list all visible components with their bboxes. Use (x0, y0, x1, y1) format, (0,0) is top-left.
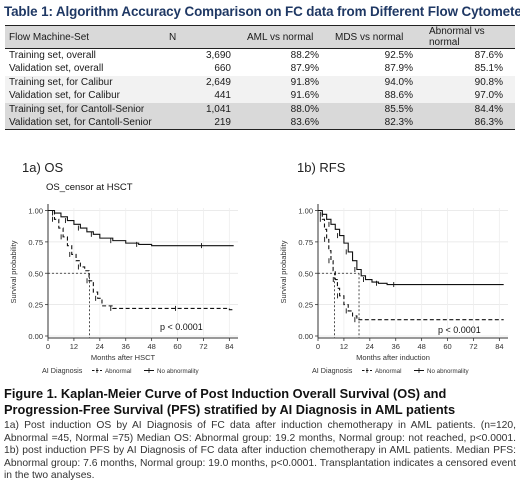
legend-title: AI Diagnosis (312, 366, 353, 375)
y-tick-label: 0.75 (298, 238, 313, 247)
series-line-abnormal (48, 209, 234, 311)
y-tick-label: 0.25 (28, 301, 43, 310)
table-row: Validation set, overall 660 87.9% 87.9% … (5, 62, 515, 76)
y-axis-label: Survival probability (279, 240, 288, 303)
table-cell: 88.2% (290, 50, 319, 61)
legend-label: Abnormal (105, 368, 131, 375)
table-cell: 3,690 (205, 50, 231, 61)
x-tick-label: 0 (316, 342, 320, 351)
table-cell: 87.9% (290, 63, 319, 75)
table-row: Validation set, for Calibur 441 91.6% 88… (5, 89, 515, 103)
y-tick-label: 0.00 (298, 332, 313, 341)
y-tick-label: 1.00 (298, 207, 313, 216)
series-line-no-abnormality (48, 209, 234, 247)
y-tick-label: 0.50 (28, 269, 43, 278)
table-cell: 85.5% (331, 102, 425, 116)
x-tick-label: 72 (469, 342, 477, 351)
table-cell: 88.6% (331, 89, 425, 103)
p-value-annotation: p < 0.0001 (160, 322, 203, 332)
x-tick-label: 12 (70, 342, 78, 351)
x-tick-label: 24 (366, 342, 374, 351)
x-tick-label: 36 (122, 342, 130, 351)
table-cell: Training set, for Calibur (5, 75, 165, 89)
col-header-flow-machine-set: Flow Machine-Set (5, 25, 165, 49)
col-header-n: N (165, 25, 243, 49)
y-tick-label: 0.50 (298, 269, 313, 278)
legend-label: Abnormal (375, 368, 401, 375)
table-cell: 87.6% (474, 50, 503, 61)
table-cell: 97.0% (425, 89, 515, 103)
x-tick-label: 24 (96, 342, 104, 351)
table-cell: Training set, for Cantoll-Senior (5, 102, 165, 116)
table-cell: 82.3% (331, 116, 425, 130)
x-tick-label: 84 (225, 342, 233, 351)
x-tick-label: 48 (417, 342, 425, 351)
x-tick-label: 60 (173, 342, 181, 351)
table-cell: 86.3% (425, 116, 515, 130)
x-axis-label: Months after HSCT (91, 353, 156, 362)
x-tick-label: 72 (199, 342, 207, 351)
col-header-aml-vs-normal: AML vs normal (243, 25, 331, 49)
legend-title: AI Diagnosis (42, 366, 83, 375)
table-cell: Validation set, overall (9, 63, 104, 75)
x-tick-label: 84 (495, 342, 503, 351)
series-line-abnormal (318, 209, 504, 321)
table-cell: 92.5% (384, 50, 413, 61)
table-cell: 88.0% (243, 102, 331, 116)
y-axis-label: Survival probability (9, 240, 18, 303)
table-row: Training set, overall 3,690 88.2% 92.5% … (5, 49, 515, 63)
table-cell: Validation set, for Cantoll-Senior (5, 116, 165, 130)
km-chart-rfs: 0.00 0.25 0.50 0.75 1.00 0 12 24 36 48 60 72 84 Month… (279, 204, 508, 375)
table-cell: 2,649 (165, 75, 243, 89)
y-tick-label: 0.25 (298, 301, 313, 310)
x-tick-label: 60 (443, 342, 451, 351)
table-cell: 441 (165, 89, 243, 103)
y-tick-label: 0.75 (28, 238, 43, 247)
panel-label-rfs: 1b) RFS (297, 160, 346, 175)
figure-title: Figure 1. Kaplan-Meier Curve of Post Ind… (4, 386, 456, 417)
table-cell: Training set, overall (9, 50, 96, 61)
y-tick-label: 0.00 (28, 332, 43, 341)
table-cell: 91.6% (243, 89, 331, 103)
col-header-abnormal-vs-normal: Abnormal vs normal (425, 25, 515, 49)
table-cell: 91.8% (243, 75, 331, 89)
x-tick-label: 0 (46, 342, 50, 351)
x-tick-label: 12 (340, 342, 348, 351)
table-cell: 219 (165, 116, 243, 130)
col-header-mds-vs-normal: MDS vs normal (331, 25, 425, 49)
table-title: Table 1: Algorithm Accuracy Comparison o… (4, 4, 520, 19)
table-cell: 83.6% (243, 116, 331, 130)
chart-title: OS_censor at HSCT (46, 182, 133, 193)
series-line-no-abnormality (318, 209, 504, 286)
table-cell: 660 (214, 63, 231, 75)
table-header-row: Flow Machine-Set N AML vs normal MDS vs … (5, 25, 515, 49)
table-cell: 1,041 (165, 102, 243, 116)
table-cell: 94.0% (331, 75, 425, 89)
km-chart-os: OS_censor at HSCT 0.00 0.25 0.50 0.75 1.00 0 12… (9, 182, 238, 375)
x-tick-label: 36 (392, 342, 400, 351)
table-cell: 84.4% (425, 102, 515, 116)
p-value-annotation: p < 0.0001 (438, 325, 481, 335)
y-tick-label: 1.00 (28, 207, 43, 216)
table-cell: 85.1% (474, 63, 503, 75)
accuracy-table: Flow Machine-Set N AML vs normal MDS vs … (5, 25, 515, 130)
table-cell: 87.9% (384, 63, 413, 75)
legend-label: No abnormality (427, 368, 470, 375)
panel-label-os: 1a) OS (22, 160, 64, 175)
legend-label: No abnormality (157, 368, 200, 375)
x-axis-label: Months after induction (356, 353, 430, 362)
table-row: Training set, for Cantoll-Senior 1,041 8… (5, 102, 515, 116)
x-tick-label: 48 (147, 342, 155, 351)
table-row: Training set, for Calibur 2,649 91.8% 94… (5, 75, 515, 89)
figure-caption: 1a) Post induction OS by AI Diagnosis of… (4, 420, 516, 482)
table-cell: Validation set, for Calibur (5, 89, 165, 103)
table-row: Validation set, for Cantoll-Senior 219 8… (5, 116, 515, 130)
table-cell: 90.8% (425, 75, 515, 89)
